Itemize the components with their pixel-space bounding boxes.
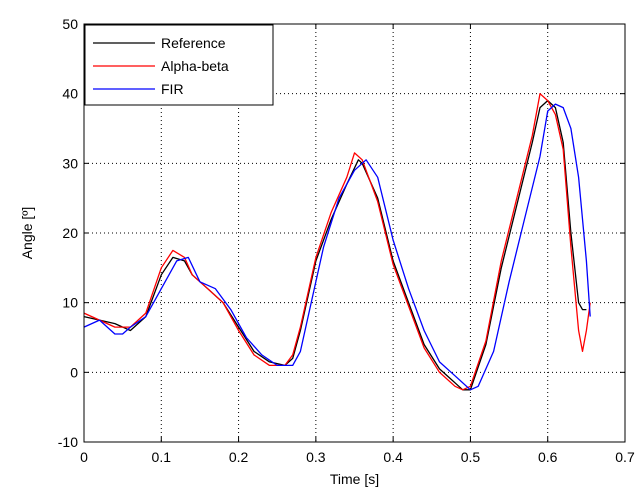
x-tick-label: 0.4: [383, 449, 403, 465]
series-line-reference: [83, 99, 587, 391]
series-line-fir: [83, 103, 591, 391]
series-layer: [83, 93, 591, 391]
x-tick-label: 0.6: [538, 449, 558, 465]
x-tick-label: 0.3: [306, 449, 326, 465]
legend-label-fir: FIR: [161, 81, 184, 97]
legend-label-reference: Reference: [161, 35, 226, 51]
series-line-alpha-beta: [83, 93, 591, 391]
x-tick-label: 0.7: [615, 449, 635, 465]
legend-box: [84, 24, 274, 106]
y-axis-label: Angle [º]: [19, 207, 35, 260]
x-tick-label: 0: [80, 449, 88, 465]
y-tick-label: 50: [62, 16, 78, 32]
legend-label-alpha-beta: Alpha-beta: [161, 58, 229, 74]
x-tick-label: 0.2: [229, 449, 249, 465]
x-tick-label: 0.1: [152, 449, 172, 465]
grid: [84, 24, 625, 442]
x-axis-label: Time [s]: [330, 471, 379, 487]
x-tick-label: 0.5: [461, 449, 481, 465]
y-tick-label: -10: [58, 434, 78, 450]
y-tick-label: 30: [62, 155, 78, 171]
y-tick-label: 10: [62, 295, 78, 311]
y-tick-label: 0: [70, 364, 78, 380]
legend: Reference Alpha-beta FIR: [84, 24, 274, 106]
y-tick-label: 40: [62, 86, 78, 102]
y-tick-label: 20: [62, 225, 78, 241]
